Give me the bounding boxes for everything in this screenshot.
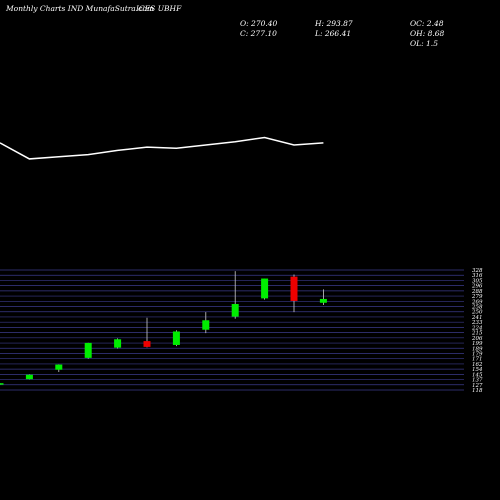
y-tick-label: 215 bbox=[471, 331, 483, 337]
candle-body bbox=[55, 364, 63, 370]
y-tick-label: 118 bbox=[472, 388, 483, 394]
candle-body bbox=[114, 339, 122, 348]
candle-body bbox=[143, 341, 151, 347]
symbol-label: ICES UBHF bbox=[136, 4, 182, 13]
y-tick-label: 316 bbox=[472, 273, 483, 279]
y-tick-label: 241 bbox=[471, 315, 483, 321]
candle-body bbox=[290, 276, 298, 301]
y-tick-label: 145 bbox=[472, 372, 483, 378]
candle-body bbox=[84, 342, 92, 358]
high-value: H: 293.87 bbox=[315, 19, 353, 28]
open-value: O: 270.40 bbox=[240, 19, 278, 28]
tick-layer: 3283163052962882792692582502412332242152… bbox=[471, 268, 483, 394]
y-tick-label: 224 bbox=[471, 325, 483, 331]
candle-body bbox=[25, 374, 33, 380]
y-tick-label: 179 bbox=[472, 351, 483, 357]
candle-body bbox=[0, 383, 4, 385]
candle-body bbox=[172, 331, 180, 345]
y-tick-label: 206 bbox=[471, 336, 483, 342]
y-tick-label: 233 bbox=[471, 320, 483, 326]
candle-layer bbox=[0, 271, 327, 385]
y-tick-label: 189 bbox=[472, 346, 483, 352]
ol-value: OL: 1.5 bbox=[410, 39, 438, 48]
line-layer bbox=[0, 136, 324, 160]
grid-layer bbox=[0, 269, 464, 391]
y-tick-label: 296 bbox=[471, 284, 483, 290]
y-tick-label: 328 bbox=[472, 268, 483, 274]
y-tick-label: 288 bbox=[471, 289, 483, 295]
candle-body bbox=[261, 278, 269, 299]
oc-value: OC: 2.48 bbox=[410, 19, 444, 28]
price-line bbox=[0, 136, 324, 160]
chart-title: Monthly Charts IND MunafaSutra.com bbox=[6, 4, 154, 13]
candle-body bbox=[202, 320, 210, 330]
y-tick-label: 250 bbox=[471, 310, 483, 316]
y-tick-label: 305 bbox=[472, 278, 483, 284]
y-tick-label: 127 bbox=[472, 383, 483, 389]
y-tick-label: 269 bbox=[471, 299, 483, 305]
candle-body bbox=[231, 304, 239, 317]
low-value: L: 266.41 bbox=[315, 29, 352, 38]
y-tick-label: 171 bbox=[472, 357, 483, 363]
y-tick-label: 154 bbox=[472, 367, 483, 373]
y-tick-label: 162 bbox=[472, 362, 483, 368]
close-value: C: 277.10 bbox=[240, 29, 277, 38]
y-tick-label: 279 bbox=[471, 294, 483, 300]
candle-body bbox=[319, 298, 327, 303]
oh-value: OH: 8.68 bbox=[410, 29, 445, 38]
y-tick-label: 199 bbox=[472, 341, 483, 347]
y-tick-label: 258 bbox=[471, 305, 483, 311]
y-tick-label: 137 bbox=[472, 378, 483, 384]
